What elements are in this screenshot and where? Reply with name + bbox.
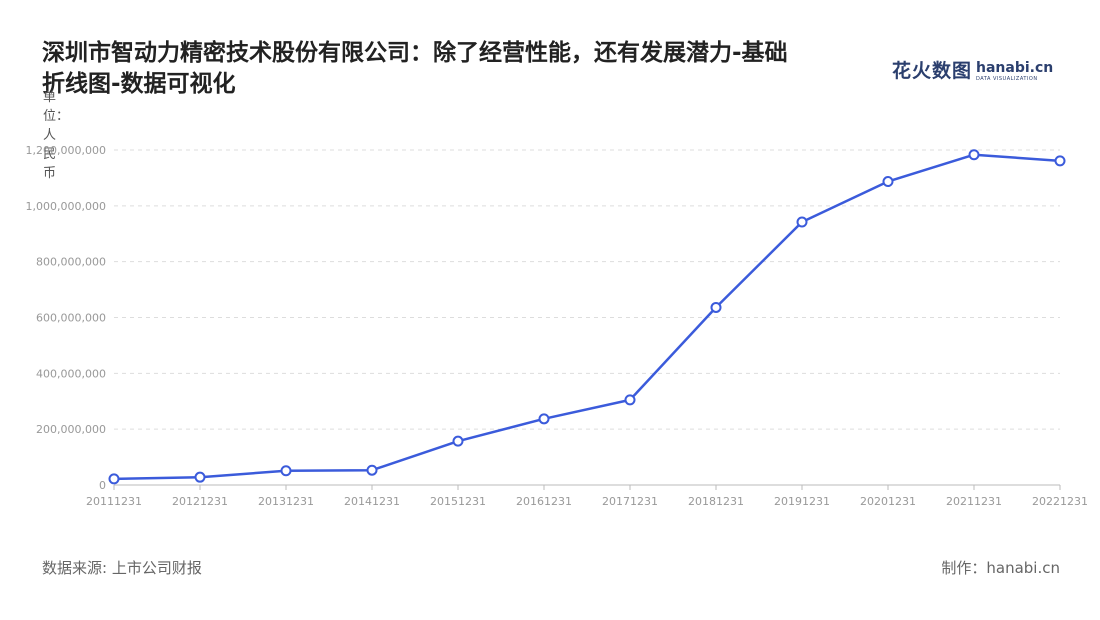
series-line bbox=[113, 153, 1061, 481]
grid-lines bbox=[114, 149, 1060, 430]
data-point[interactable] bbox=[452, 435, 464, 447]
data-point[interactable] bbox=[968, 149, 980, 161]
logo-sub-text: DATA VISUALIZATION bbox=[976, 76, 1038, 82]
y-tick-label: 1,200,000,000 bbox=[26, 144, 106, 157]
logo-en-block: hanabi.cn DATA VISUALIZATION bbox=[976, 60, 1053, 82]
hanabi-logo: 花火数图 hanabi.cn DATA VISUALIZATION bbox=[892, 60, 1053, 82]
x-tick-label: 20201231 bbox=[860, 495, 916, 508]
data-point[interactable] bbox=[108, 473, 120, 485]
data-point[interactable] bbox=[1054, 155, 1066, 167]
data-source: 数据来源: 上市公司财报 bbox=[42, 559, 202, 577]
x-tick-label: 20211231 bbox=[946, 495, 1002, 508]
y-tick-label: 1,000,000,000 bbox=[26, 200, 106, 213]
x-axis bbox=[113, 484, 1061, 490]
x-tick-label: 20151231 bbox=[430, 495, 486, 508]
logo-cn-text: 花火数图 bbox=[892, 60, 973, 82]
series-line-path bbox=[113, 153, 1061, 481]
y-tick-label: 800,000,000 bbox=[36, 256, 106, 269]
data-point[interactable] bbox=[796, 216, 808, 228]
y-tick-labels: 0 200,000,000 400,000,000 600,000,000 800,00… bbox=[26, 144, 106, 492]
data-point[interactable] bbox=[280, 465, 292, 477]
x-tick-label: 20181231 bbox=[688, 495, 744, 508]
x-tick-label: 20131231 bbox=[258, 495, 314, 508]
credit: 制作：hanabi.cn bbox=[941, 559, 1060, 577]
data-point[interactable] bbox=[538, 413, 550, 425]
x-tick-label: 20221231 bbox=[1032, 495, 1088, 508]
data-point[interactable] bbox=[882, 176, 894, 188]
x-tick-label: 20141231 bbox=[344, 495, 400, 508]
data-point[interactable] bbox=[710, 301, 722, 313]
y-tick-label: 400,000,000 bbox=[36, 367, 106, 380]
data-points bbox=[108, 149, 1066, 485]
x-tick-label: 20171231 bbox=[602, 495, 658, 508]
data-point[interactable] bbox=[366, 464, 378, 476]
x-tick-label: 20121231 bbox=[172, 495, 228, 508]
x-tick-label: 20161231 bbox=[516, 495, 572, 508]
logo-en-text: hanabi.cn bbox=[976, 60, 1054, 76]
x-tick-label: 20191231 bbox=[774, 495, 830, 508]
x-tick-labels: 20111231 20121231 20131231 20141231 20151231… bbox=[86, 495, 1088, 508]
y-tick-label: 600,000,000 bbox=[36, 312, 106, 325]
y-tick-label: 0 bbox=[99, 479, 106, 492]
y-tick-label: 200,000,000 bbox=[36, 423, 106, 436]
chart-title: 深圳市智动力精密技术股份有限公司：除了经营性能，还有发展潜力-基础 折线图-数据… bbox=[42, 40, 788, 97]
x-tick-label: 20111231 bbox=[86, 495, 142, 508]
data-point[interactable] bbox=[624, 394, 636, 406]
data-point[interactable] bbox=[194, 471, 206, 483]
